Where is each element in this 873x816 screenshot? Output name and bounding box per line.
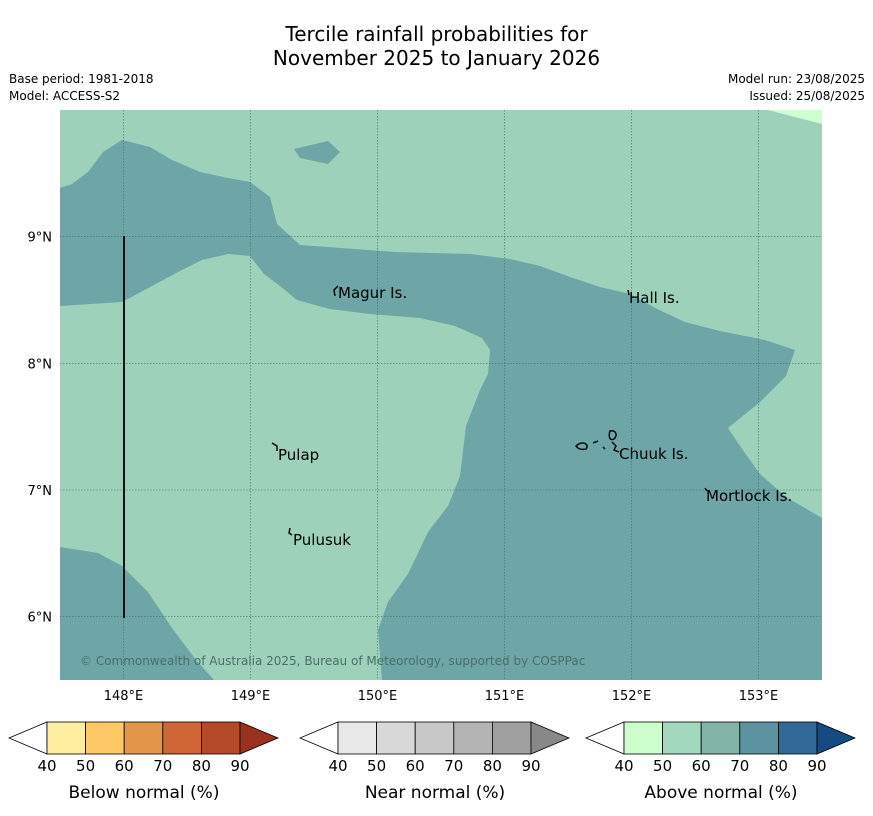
model-label: Model: ACCESS-S2	[9, 89, 121, 103]
map-title: Tercile rainfall probabilities for Novem…	[0, 22, 873, 70]
island-outline	[627, 289, 630, 296]
map-title-line2: November 2025 to January 2026	[272, 46, 601, 70]
colorbar-2: 40 50 60 70 80 90 Above normal (%)	[584, 721, 857, 803]
colorbar-tick-label: 60	[692, 757, 711, 775]
island-outline	[608, 430, 617, 441]
colorbar-segment	[162, 721, 202, 755]
colorbar-max-extension	[530, 721, 571, 755]
place-label: Hall Is.	[629, 289, 680, 307]
colorbar-segment	[778, 721, 818, 755]
island-outline	[704, 487, 708, 492]
latitude-tick-labels: 9°N 8°N 7°N 6°N	[28, 231, 53, 626]
island-outline	[288, 527, 293, 536]
colorbar-tick-label: 40	[37, 757, 56, 775]
colorbar-tick-label: 80	[769, 757, 788, 775]
longitude-tick-label: 150°E	[358, 689, 398, 704]
place-label: Magur Is.	[338, 284, 407, 302]
island-outline	[611, 441, 620, 453]
latitude-tick-label: 9°N	[28, 231, 53, 246]
colorbar-tick-label: 70	[153, 757, 172, 775]
colorbar-segment	[376, 721, 416, 755]
island-outline	[575, 442, 588, 451]
colorbar-segment	[414, 721, 455, 755]
latitude-tick-label: 7°N	[28, 484, 53, 499]
colorbar-tick-label: 40	[614, 757, 633, 775]
island-outline	[271, 442, 278, 451]
colorbar-min-extension	[298, 721, 339, 755]
longitude-tick-labels: 148°E 149°E 150°E 151°E 152°E 153°E	[104, 689, 779, 704]
base-period-label: Base period: 1981-2018	[9, 72, 154, 86]
colorbar-segment	[123, 721, 164, 755]
model-run-label: Model run: 23/08/2025	[727, 72, 865, 86]
latitude-tick-label: 8°N	[28, 357, 53, 372]
colorbar-segment	[623, 721, 663, 755]
colorbar-title: Below normal (%)	[69, 783, 220, 803]
region-above-40-50	[768, 110, 822, 124]
colorbar-min-extension	[7, 721, 48, 755]
region-above-70-80-north-blob	[294, 141, 340, 164]
colorbar-segment	[46, 721, 86, 755]
colorbar-1: 40 50 60 70 80 90 Near normal (%)	[298, 721, 571, 803]
colorbar-max-extension	[816, 721, 857, 755]
map-gridlines	[60, 110, 822, 680]
colorbar-segment	[700, 721, 741, 755]
issued-label: Issued: 25/08/2025	[749, 89, 865, 103]
place-labels: Magur Is. Hall Is. Pulap Chuuk Is. Mortlock …	[278, 284, 792, 549]
colorbar-title: Above normal (%)	[644, 783, 797, 803]
colorbar-legends: 40 50 60 70 80 90 Below normal (%) 40 50 60 70 80 90…	[7, 721, 857, 803]
longitude-tick-label: 153°E	[739, 689, 779, 704]
map-plot-area: Magur Is. Hall Is. Pulap Chuuk Is. Mortlock …	[60, 110, 822, 680]
colorbar-min-extension	[584, 721, 625, 755]
colorbar-segment	[200, 721, 241, 755]
meta-left: Base period: 1981-2018 Model: ACCESS-S2	[9, 71, 154, 105]
colorbar-segment	[739, 721, 779, 755]
place-label: Chuuk Is.	[619, 445, 688, 463]
island-coastlines	[271, 285, 708, 536]
latitude-tick-label: 6°N	[28, 611, 53, 626]
colorbar-segment	[85, 721, 125, 755]
colorbar-segment	[491, 721, 532, 755]
longitude-tick-label: 151°E	[485, 689, 525, 704]
colorbar-0: 40 50 60 70 80 90 Below normal (%)	[7, 721, 280, 803]
colorbar-tick-label: 90	[807, 757, 826, 775]
colorbar-segment	[453, 721, 493, 755]
colorbar-tick-label: 50	[653, 757, 672, 775]
place-label: Pulusuk	[293, 531, 351, 549]
colorbar-tick-label: 60	[406, 757, 425, 775]
colorbar-tick-label: 90	[521, 757, 540, 775]
colorbar-tick-label: 70	[444, 757, 463, 775]
meta-right: Model run: 23/08/2025 Issued: 25/08/2025	[728, 71, 865, 105]
colorbar-tick-label: 80	[483, 757, 502, 775]
colorbar-tick-label: 40	[328, 757, 347, 775]
colorbar-tick-label: 90	[230, 757, 249, 775]
copyright-notice: © Commonwealth of Australia 2025, Bureau…	[80, 654, 585, 668]
colorbar-max-extension	[239, 721, 280, 755]
longitude-tick-label: 148°E	[104, 689, 144, 704]
island-outline	[333, 285, 339, 297]
colorbar-segment	[337, 721, 377, 755]
island-outline	[602, 446, 606, 450]
longitude-tick-label: 152°E	[612, 689, 652, 704]
map-title-line1: Tercile rainfall probabilities for	[285, 22, 588, 46]
colorbar-tick-label: 60	[115, 757, 134, 775]
place-label: Mortlock Is.	[706, 487, 792, 505]
colorbar-tick-label: 80	[192, 757, 211, 775]
colorbar-title: Near normal (%)	[365, 783, 505, 803]
island-outline	[592, 440, 599, 444]
longitude-tick-label: 149°E	[231, 689, 271, 704]
colorbar-segment	[662, 721, 702, 755]
colorbar-tick-label: 50	[76, 757, 95, 775]
colorbar-tick-label: 70	[730, 757, 749, 775]
place-label: Pulap	[278, 446, 319, 464]
colorbar-tick-label: 50	[367, 757, 386, 775]
region-above-70-80-southwest	[60, 547, 214, 680]
